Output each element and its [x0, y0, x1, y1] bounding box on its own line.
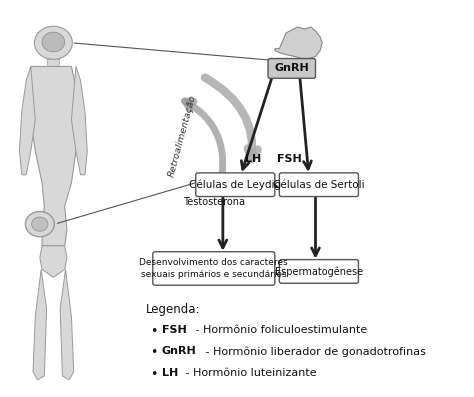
Text: GnRH: GnRH: [162, 346, 197, 357]
Polygon shape: [33, 270, 46, 380]
Text: •: •: [151, 368, 158, 381]
FancyBboxPatch shape: [196, 173, 275, 197]
FancyArrowPatch shape: [185, 101, 223, 192]
Text: FSH: FSH: [277, 154, 302, 164]
Polygon shape: [47, 59, 60, 66]
Circle shape: [35, 26, 73, 59]
Text: - Hormônio luteinizante: - Hormônio luteinizante: [182, 368, 316, 378]
Polygon shape: [19, 66, 35, 175]
Polygon shape: [293, 58, 300, 64]
Circle shape: [42, 32, 64, 52]
FancyBboxPatch shape: [153, 252, 275, 285]
Polygon shape: [29, 66, 77, 246]
Text: FSH: FSH: [162, 325, 187, 335]
Text: Testosterona: Testosterona: [183, 197, 245, 208]
Text: Retroalimentação: Retroalimentação: [167, 93, 198, 177]
Text: Células de Sertoli: Células de Sertoli: [273, 180, 365, 190]
Text: LH: LH: [162, 368, 178, 378]
Text: - Hormônio liberador de gonadotrofinas: - Hormônio liberador de gonadotrofinas: [201, 346, 426, 357]
Text: LH: LH: [246, 154, 262, 164]
Text: •: •: [151, 325, 158, 338]
Polygon shape: [40, 246, 67, 278]
Polygon shape: [72, 66, 87, 175]
Circle shape: [32, 217, 48, 231]
FancyBboxPatch shape: [268, 58, 316, 78]
Text: Células de Leydig: Células de Leydig: [190, 179, 282, 190]
Polygon shape: [275, 27, 322, 58]
Text: Espermatogênese: Espermatogênese: [275, 266, 363, 277]
FancyBboxPatch shape: [279, 260, 358, 283]
FancyBboxPatch shape: [279, 173, 358, 197]
Text: GnRH: GnRH: [274, 64, 309, 73]
Circle shape: [25, 212, 54, 237]
Text: Legenda:: Legenda:: [146, 303, 201, 316]
Polygon shape: [60, 270, 73, 380]
Text: Desenvolvimento dos caracteres
sexuais primários e secundários: Desenvolvimento dos caracteres sexuais p…: [139, 258, 288, 279]
Text: •: •: [151, 346, 158, 359]
Text: - Hormônio foliculoestimulante: - Hormônio foliculoestimulante: [191, 325, 367, 335]
FancyArrowPatch shape: [205, 78, 258, 159]
